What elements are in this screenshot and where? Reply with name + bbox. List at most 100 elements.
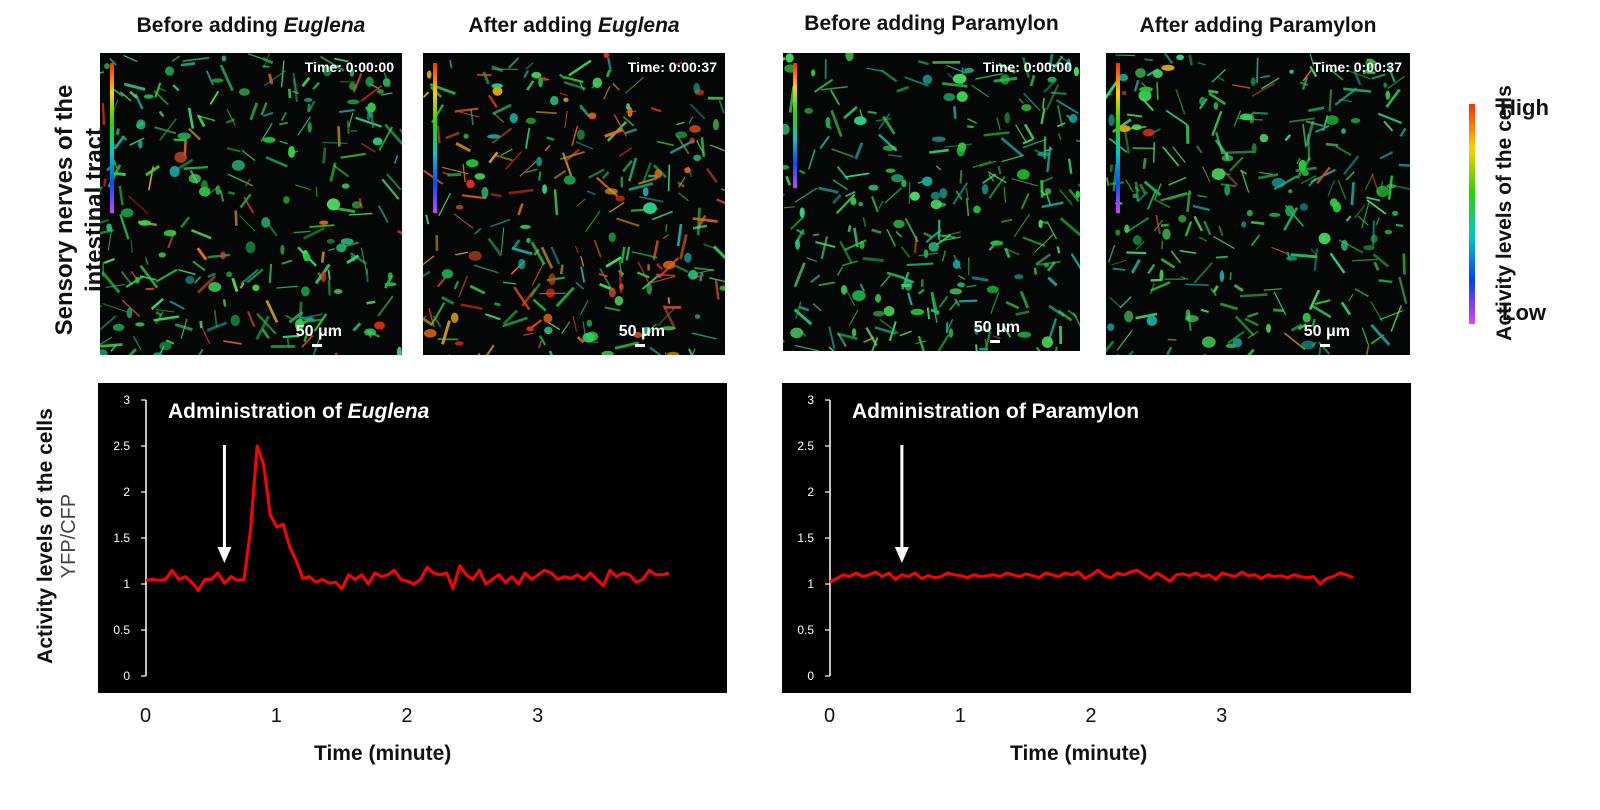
cell-process — [1045, 84, 1060, 110]
cell-body — [252, 284, 260, 292]
panel-title-1: Before adding Euglena — [136, 14, 366, 37]
cell-process — [327, 280, 331, 296]
cell-body — [372, 137, 383, 146]
cell-process — [256, 313, 277, 335]
cell-body — [952, 73, 967, 84]
cell-body — [586, 331, 599, 342]
cell-process — [244, 178, 251, 187]
cell-process — [531, 262, 545, 286]
cell-process — [100, 343, 123, 348]
cell-body — [454, 341, 464, 346]
cell-process — [360, 247, 368, 275]
cell-process — [460, 303, 483, 310]
cell-process — [665, 352, 667, 355]
series-line — [145, 444, 670, 592]
cell-process — [1075, 139, 1080, 142]
cell-process — [1229, 156, 1244, 172]
cell-body — [684, 167, 691, 174]
cell-process — [535, 111, 557, 115]
cell-body — [840, 285, 848, 295]
cell-process — [665, 224, 668, 232]
cell-process — [231, 277, 239, 293]
cell-process — [900, 246, 911, 258]
cell-process — [699, 272, 704, 282]
cell-body — [283, 196, 290, 204]
x-tick-label: 1 — [954, 705, 966, 727]
cell-process — [790, 216, 805, 230]
cell-process — [1127, 350, 1135, 355]
cell-body — [245, 241, 256, 254]
cell-process — [519, 160, 537, 177]
cell-process — [485, 344, 495, 355]
cell-body — [563, 175, 576, 185]
cell-process — [530, 241, 546, 266]
cell-process — [260, 122, 273, 143]
cell-body — [1043, 262, 1050, 268]
cell-process — [1383, 120, 1394, 132]
colorbar-legend — [1469, 104, 1475, 324]
graph-y-label: Activity levels of the cells YFP/CFP — [34, 391, 96, 681]
cell-process — [150, 297, 165, 310]
cell-process — [1152, 142, 1156, 163]
cell-body — [468, 250, 482, 261]
cell-process — [705, 167, 718, 184]
cell-process — [930, 291, 939, 316]
cell-process — [494, 154, 513, 162]
cell-body — [633, 331, 642, 338]
cell-body — [1329, 198, 1338, 208]
cell-body — [545, 288, 555, 298]
cell-process — [1260, 75, 1271, 79]
cell-process — [234, 210, 238, 226]
cell-process — [815, 240, 836, 249]
cell-body — [799, 207, 805, 218]
plot-title-italic: Euglena — [348, 400, 430, 423]
cell-process — [1203, 353, 1207, 355]
cell-process — [453, 213, 474, 229]
cell-process — [239, 282, 245, 289]
cell-process — [783, 206, 796, 209]
cell-body — [1302, 312, 1311, 323]
cell-process — [529, 282, 541, 298]
cell-process — [1003, 186, 1007, 203]
cell-process — [867, 110, 877, 114]
cell-process — [538, 340, 543, 349]
cell-process — [1185, 283, 1210, 286]
cell-process — [297, 116, 311, 136]
cell-process — [844, 172, 870, 178]
cell-process — [553, 169, 567, 180]
cell-body — [875, 293, 882, 303]
cell-body — [964, 67, 974, 73]
cell-process — [563, 76, 584, 84]
cell-process — [103, 257, 115, 264]
cell-body — [426, 70, 432, 79]
cell-process — [865, 327, 878, 347]
cell-process — [830, 109, 843, 137]
cell-process — [183, 165, 208, 170]
cell-process — [511, 246, 533, 256]
cell-process — [1361, 202, 1370, 229]
cell-process — [280, 111, 287, 122]
cell-process — [361, 143, 376, 153]
cell-body — [689, 125, 701, 133]
cell-body — [1142, 128, 1155, 137]
cell-process — [267, 73, 274, 85]
cell-process — [878, 113, 891, 130]
cell-process — [1015, 310, 1030, 316]
cell-process — [1117, 353, 1119, 355]
cell-process — [265, 156, 288, 168]
cell-process — [120, 271, 133, 286]
cell-process — [1057, 309, 1073, 322]
cell-process — [1119, 296, 1132, 309]
cell-body — [851, 328, 857, 337]
cell-process — [1232, 84, 1251, 89]
cell-process — [966, 284, 977, 288]
cell-process — [1029, 74, 1036, 87]
x-tick-label: 2 — [1085, 705, 1097, 727]
cell-process — [1077, 183, 1080, 188]
cell-process — [240, 268, 259, 286]
cell-process — [588, 168, 605, 179]
cell-process — [972, 160, 992, 169]
cell-body — [1068, 114, 1078, 123]
cell-process — [171, 55, 180, 62]
cell-process — [1328, 67, 1344, 81]
